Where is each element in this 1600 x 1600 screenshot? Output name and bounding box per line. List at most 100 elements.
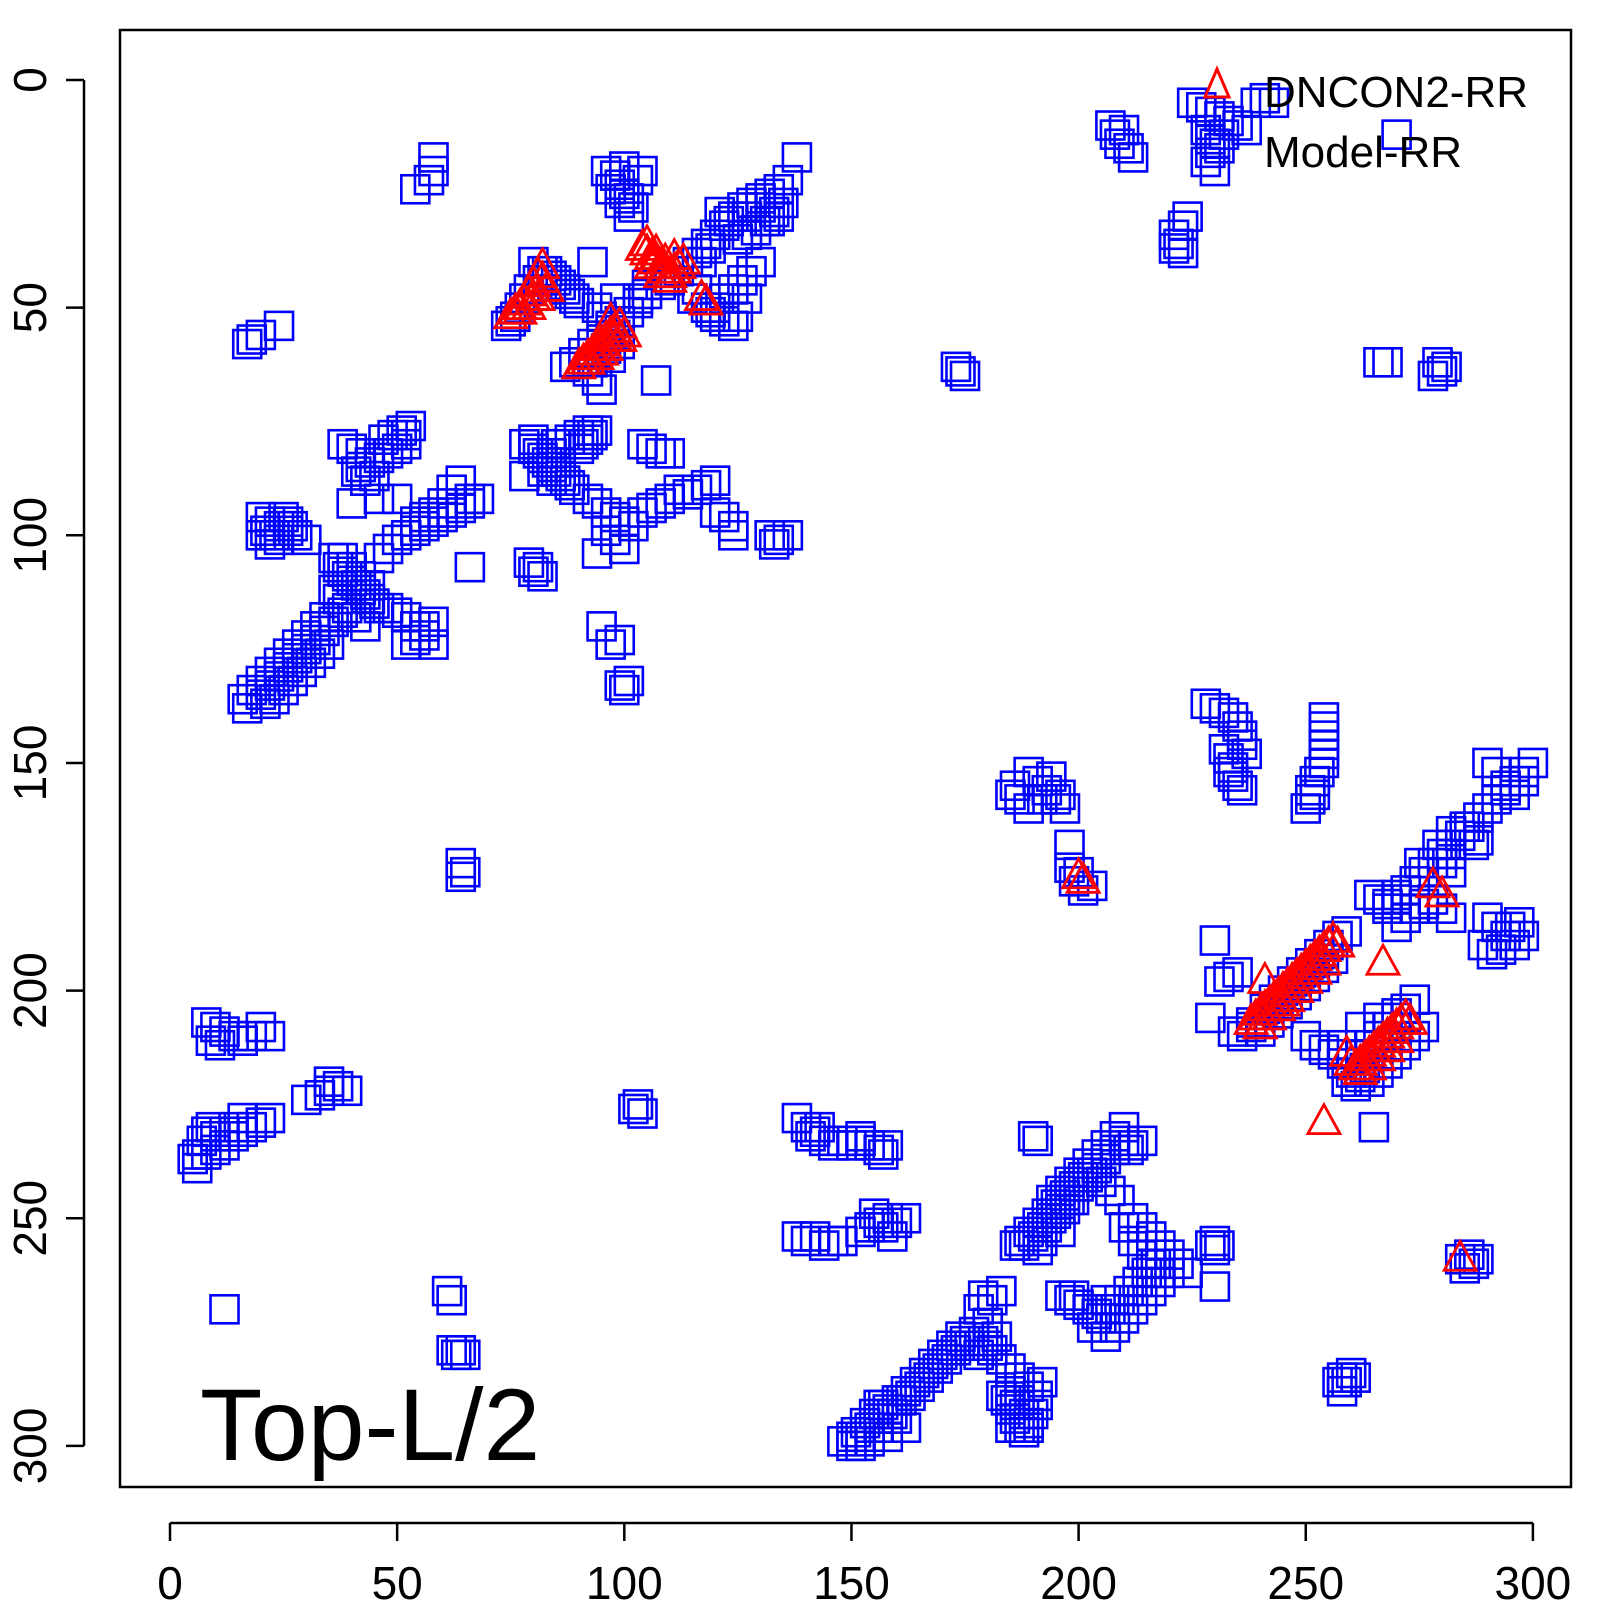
model-rr-point (681, 474, 713, 506)
model-rr-point (958, 1316, 990, 1348)
model-rr-point (1026, 1366, 1058, 1398)
model-rr-point (931, 1344, 963, 1375)
dncon2-rr-point (1064, 860, 1102, 894)
model-rr-point (1331, 1366, 1362, 1398)
model-rr-point (718, 519, 749, 551)
model-rr-point (967, 1325, 999, 1357)
model-rr-point (1190, 146, 1222, 178)
dncon2-rr-point (1246, 960, 1284, 994)
model-rr-point (772, 164, 804, 196)
model-rr-point (640, 365, 672, 396)
model-rr-point (622, 283, 654, 314)
model-rr-point (1172, 201, 1203, 232)
dncon2-rr-point (1441, 1238, 1479, 1272)
model-rr-point (449, 1339, 481, 1371)
model-rr-point (1435, 902, 1467, 934)
model-rr-point (836, 1421, 867, 1453)
model-rr-point (781, 142, 813, 173)
model-rr-point (191, 1139, 222, 1170)
model-rr-point (699, 465, 731, 496)
model-rr-point (286, 656, 318, 688)
model-rr-point (418, 155, 449, 187)
model-rr-point (522, 551, 554, 583)
model-rr-point (372, 592, 404, 624)
model-rr-point (1022, 1125, 1054, 1157)
model-rr-point (1063, 1289, 1094, 1321)
model-rr-point (1503, 907, 1535, 938)
legend-label-model: Model-RR (1264, 128, 1462, 177)
model-rr-point (577, 246, 608, 278)
model-rr-point (1022, 1234, 1054, 1266)
model-rr-point (986, 1275, 1017, 1307)
model-rr-point (1240, 87, 1272, 119)
x-tick-label: 150 (813, 1557, 890, 1600)
model-rr-point (327, 597, 358, 629)
model-rr-point (754, 519, 785, 551)
model-rr-point (1435, 856, 1467, 888)
model-rr-point (1017, 1120, 1049, 1152)
model-rr-point (381, 483, 413, 515)
model-rr-point (386, 415, 417, 446)
legend-label-dncon2: DNCON2-RR (1264, 68, 1528, 117)
y-tick-label: 200 (4, 952, 56, 1029)
model-rr-point (1363, 884, 1394, 915)
model-rr-point (1494, 911, 1526, 943)
model-rr-point (527, 456, 558, 487)
model-rr-point (727, 265, 758, 296)
model-rr-point (1404, 847, 1435, 879)
model-rr-point (363, 483, 395, 515)
model-rr-point (1222, 957, 1253, 988)
model-rr-point (867, 1139, 899, 1170)
model-rr-point (1508, 765, 1540, 797)
y-tick-label: 0 (4, 67, 56, 93)
model-rr-point (627, 1098, 658, 1129)
dncon2-rr-point (1378, 1019, 1415, 1054)
legend-triangle-marker (1202, 65, 1232, 99)
model-rr-point (595, 629, 626, 660)
model-rr-point (922, 1353, 954, 1384)
model-rr-point (986, 1344, 1017, 1375)
model-rr-point (345, 438, 377, 469)
model-rr-point (1054, 1284, 1085, 1316)
dncon2-rr-point (1287, 960, 1325, 994)
model-rr-point (1485, 934, 1517, 965)
model-rr-point (613, 665, 645, 697)
model-rr-point (627, 155, 658, 187)
dncon2-rr-point (1278, 969, 1316, 1003)
model-rr-point (999, 1230, 1031, 1261)
x-tick-label: 250 (1267, 1557, 1344, 1600)
dncon2-rr-point (1305, 928, 1343, 963)
dncon2-rr-point (646, 241, 684, 275)
model-rr-point (572, 415, 604, 446)
model-rr-point (1381, 119, 1412, 150)
model-rr-point (250, 688, 281, 720)
dncon2-rr-point (1350, 1047, 1388, 1081)
model-rr-point (545, 447, 576, 478)
model-rr-point (604, 670, 636, 701)
model-rr-point (1117, 142, 1149, 173)
dncon2-rr-point (1369, 1028, 1406, 1063)
dncon2-rr-point (1364, 942, 1402, 976)
model-rr-point (322, 1070, 354, 1102)
chart-annotation: Top-L/2 (200, 1368, 540, 1482)
dncon2-rr-point (1264, 983, 1302, 1017)
model-rr-point (1049, 1193, 1081, 1225)
model-rr-point (445, 861, 477, 893)
model-rr-point (745, 246, 776, 278)
model-rr-point (1145, 1257, 1176, 1289)
axes-layer: 0 50 100 150 200 250 300 0 50 100 150 200 250 300 (4, 67, 1571, 1600)
model-rr-point (1199, 1234, 1231, 1266)
model-rr-point (268, 501, 299, 533)
model-rr-point (1199, 155, 1231, 187)
model-rr-point (1086, 1166, 1117, 1198)
model-rr-point (1294, 784, 1326, 815)
model-rr-point (804, 1111, 835, 1143)
dncon2-rr-point (628, 223, 666, 257)
model-rr-point (1058, 1280, 1090, 1311)
model-rr-point (1335, 1357, 1367, 1389)
model-rr-point (1476, 938, 1508, 970)
model-rr-point (1195, 1230, 1226, 1261)
dncon2-rr-point (687, 282, 725, 316)
model-rr-point (604, 624, 636, 656)
